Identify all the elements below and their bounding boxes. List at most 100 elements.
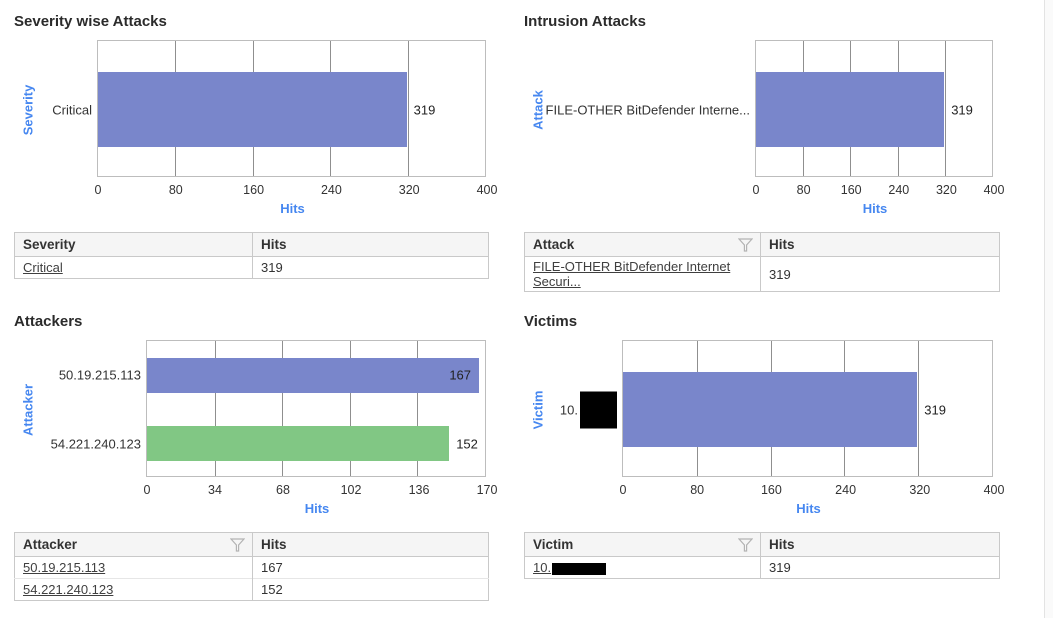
panel-title: Attackers: [14, 313, 83, 330]
x-tick: 80: [796, 183, 811, 197]
bar-value-label: 167: [449, 367, 472, 383]
column-header-hits[interactable]: Hits: [252, 532, 489, 557]
category-axis: Critical: [42, 40, 92, 179]
y-axis-title: Severity: [20, 84, 36, 135]
hits-cell: 152: [252, 578, 489, 601]
hits-cell: 167: [252, 556, 489, 579]
name-cell: 50.19.215.113: [15, 557, 253, 579]
x-tick: 240: [888, 183, 910, 197]
bar-critical[interactable]: [98, 72, 407, 147]
x-axis-ticks: 0 80 160 240 320 400: [619, 482, 1005, 499]
filter-funnel-icon[interactable]: [737, 237, 754, 252]
hits-cell: 319: [760, 556, 1000, 579]
filter-funnel-icon[interactable]: [229, 537, 246, 552]
table-row: FILE-OTHER BitDefender Internet Securi..…: [525, 256, 1000, 292]
x-tick: 0: [619, 483, 627, 497]
severity-table: Severity Hits Critical 319: [14, 232, 489, 279]
x-axis-ticks: 0 80 160 240 320 400: [752, 182, 1005, 199]
x-tick: 320: [909, 483, 931, 497]
column-header-hits[interactable]: Hits: [760, 532, 1000, 557]
severity-table-wrap: Severity Hits Critical 319: [14, 232, 489, 279]
panel-title: Victims: [524, 313, 578, 330]
bar-value-label: 319: [924, 402, 946, 417]
gridline: [214, 341, 216, 476]
panel-intrusion-attacks: Intrusion Attacks Attack FILE-OTHER BitDe…: [524, 13, 1005, 292]
victims-chart: Victim 10. 319 0 80 160 240 320 400 Hits: [524, 340, 1005, 516]
x-axis-ticks: 0 80 160 240 320 400: [94, 182, 498, 199]
x-tick: 102: [340, 483, 362, 497]
attack-table: Attack Hits FILE-OTHER BitDefender Interne…: [524, 232, 1000, 292]
x-tick: 170: [476, 483, 498, 497]
table-row: Critical 319: [15, 256, 489, 279]
category-label: 54.221.240.123: [50, 436, 141, 452]
gridline: [918, 341, 920, 476]
x-axis-title: Hits: [796, 501, 821, 516]
plot-area: 319: [97, 40, 486, 177]
x-tick: 320: [935, 183, 957, 197]
attacker-table: Attacker Hits 50.19.215.113 167 54.221.240.1…: [14, 532, 489, 601]
gridline: [282, 341, 284, 476]
x-tick: 0: [94, 183, 102, 197]
column-header-victim[interactable]: Victim: [524, 532, 761, 557]
x-tick: 0: [143, 483, 151, 497]
right-edge-rail: [1044, 0, 1053, 618]
panel-attackers: Attackers Attacker 50.19.215.113 54.221.24…: [14, 313, 498, 601]
column-header-attack[interactable]: Attack: [524, 232, 761, 257]
redaction-box: [552, 562, 607, 575]
attack-table-wrap: Attack Hits FILE-OTHER BitDefender Interne…: [524, 232, 1000, 292]
column-header-severity[interactable]: Severity: [14, 232, 253, 257]
table-header-row: Severity Hits: [14, 232, 489, 257]
x-tick: 80: [168, 183, 183, 197]
plot-area: 319: [755, 40, 993, 177]
redaction-box: [580, 391, 617, 428]
category-label: Critical: [52, 102, 92, 117]
bar-50-19-215-113[interactable]: [147, 357, 480, 393]
intrusion-attacks-chart: Attack FILE-OTHER BitDefender Interne... 3…: [524, 40, 1005, 216]
bar-file-other-bitdefender-interne-[interactable]: [756, 72, 945, 147]
x-axis-title: Hits: [304, 501, 330, 516]
x-axis-title: Hits: [280, 201, 305, 216]
attacker-table-wrap: Attacker Hits 50.19.215.113 167 54.221.240.1…: [14, 532, 489, 601]
bar-10-[interactable]: [623, 372, 918, 447]
y-axis-title: Victim: [530, 390, 546, 429]
x-tick: 320: [398, 183, 420, 197]
category-label: 10.: [560, 391, 617, 428]
bar-value-label: 152: [456, 436, 478, 452]
category-axis: 10.: [552, 340, 617, 479]
x-tick: 240: [320, 183, 342, 197]
x-axis-ticks: 0 34 68 102 136 170: [143, 482, 498, 499]
severity-link[interactable]: Critical: [23, 260, 63, 275]
bar-54-221-240-123[interactable]: [147, 426, 450, 462]
plot-area: 319: [622, 340, 993, 477]
x-tick: 34: [208, 483, 222, 497]
x-tick: 0: [752, 183, 760, 197]
x-tick: 160: [840, 183, 862, 197]
victim-table: Victim Hits 10. 319: [524, 532, 1000, 579]
table-header-row: Attack Hits: [524, 232, 1000, 257]
hits-cell: 319: [252, 256, 489, 279]
plot-area: 167 152: [146, 340, 486, 477]
x-tick: 68: [276, 483, 290, 497]
attackers-chart: Attacker 50.19.215.113 54.221.240.123 167 15…: [14, 340, 498, 516]
category-axis: 50.19.215.113 54.221.240.123: [42, 340, 141, 479]
victim-table-wrap: Victim Hits 10. 319: [524, 532, 1000, 579]
panel-title: Intrusion Attacks: [524, 13, 646, 30]
filter-funnel-icon[interactable]: [737, 537, 754, 552]
table-header-row: Victim Hits: [524, 532, 1000, 557]
x-tick: 400: [476, 183, 498, 197]
x-axis-title: Hits: [862, 201, 888, 216]
column-header-hits[interactable]: Hits: [252, 232, 489, 257]
category-label: 50.19.215.113: [58, 367, 141, 383]
gridline: [349, 341, 351, 476]
name-cell: Critical: [15, 257, 253, 279]
column-header-hits[interactable]: Hits: [760, 232, 1000, 257]
category-axis: FILE-OTHER BitDefender Interne...: [546, 40, 750, 179]
column-header-attacker[interactable]: Attacker: [14, 532, 253, 557]
attacker-link[interactable]: 54.221.240.123: [23, 582, 114, 597]
attacker-link[interactable]: 50.19.215.113: [23, 560, 106, 575]
victim-link[interactable]: 10.: [533, 560, 552, 575]
attack-link[interactable]: FILE-OTHER BitDefender Internet Securi..…: [533, 259, 731, 289]
panel-severity-wise-attacks: Severity wise Attacks Severity Critical 31…: [14, 13, 498, 279]
category-label: FILE-OTHER BitDefender Interne...: [545, 102, 750, 117]
table-row: 50.19.215.113 167: [15, 556, 489, 579]
